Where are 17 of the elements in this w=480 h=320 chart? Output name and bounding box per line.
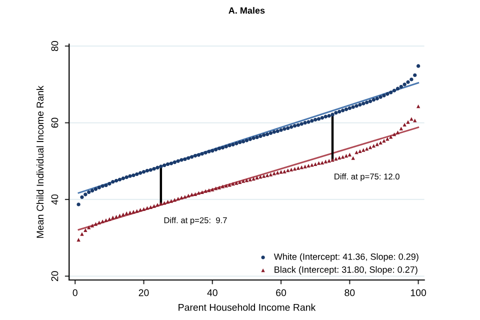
legend-label: White (Intercept: 41.36, Slope: 0.29)	[274, 253, 418, 262]
x-axis-title: Parent Household Income Rank	[178, 304, 316, 311]
x-tick-label: 0	[72, 289, 78, 296]
chart-title: A. Males	[228, 7, 265, 14]
legend-label: Black (Intercept: 31.80, Slope: 0.27)	[274, 266, 418, 275]
annotation: Diff. at p=25: 9.7	[164, 217, 227, 225]
y-tick-label: 60	[51, 118, 58, 128]
x-tick-label: 40	[207, 289, 218, 296]
x-tick-label: 80	[344, 289, 355, 296]
y-tick-label: 20	[51, 271, 58, 282]
x-tick-label: 20	[138, 289, 149, 296]
x-tick-label: 100	[410, 289, 426, 296]
y-tick-label: 80	[51, 41, 58, 52]
annotation: Diff. at p=75: 12.0	[334, 173, 400, 182]
x-tick-label: 60	[276, 289, 286, 296]
y-axis-title: Mean Child Individual Income Rank	[36, 86, 44, 238]
y-tick-label: 40	[51, 194, 58, 205]
